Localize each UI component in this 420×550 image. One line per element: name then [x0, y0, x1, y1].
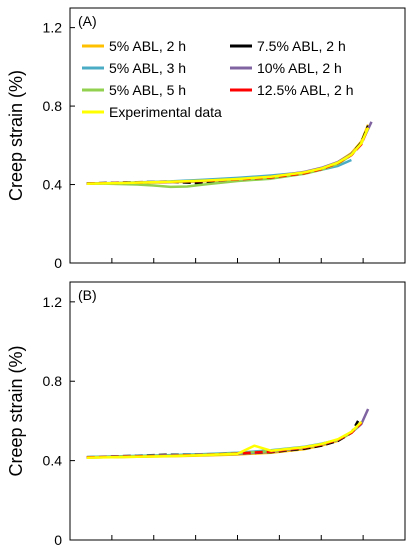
series-line	[86, 127, 370, 186]
y-tick-label: 0.8	[43, 373, 63, 389]
series-line	[86, 121, 373, 185]
series-line	[86, 421, 363, 460]
legend-label: 5% ABL, 3 h	[109, 60, 186, 76]
legend-label: 12.5% ABL, 2 h	[257, 82, 354, 98]
legend-label: 10% ABL, 2 h	[257, 60, 342, 76]
legend-label: Experimental data	[109, 104, 222, 120]
y-tick-label: 0	[54, 255, 62, 271]
legend-label: 5% ABL, 2 h	[109, 38, 186, 54]
y-tick-label: 0.4	[43, 453, 63, 469]
plot-frame	[69, 281, 406, 541]
panel-label: (A)	[78, 13, 97, 29]
y-tick-label: 0	[54, 532, 62, 548]
legend-label: 5% ABL, 5 h	[109, 82, 186, 98]
series-line	[86, 420, 360, 459]
y-tick-label: 1.2	[43, 20, 63, 36]
series-line	[86, 125, 370, 185]
panel-b: 0 0.4 0.8 1.2 Creep strain (%) (B)	[6, 281, 406, 548]
panel-label: (B)	[78, 287, 97, 303]
panel-a: 0 0.4 0.8 1.2 Creep strain (%) (A) 5% ABL, 2 h…	[6, 7, 406, 271]
y-tick-label: 0.8	[43, 98, 63, 114]
y-tick-label: 0.4	[43, 177, 63, 193]
series-line	[86, 124, 370, 185]
y-axis-label: Creep strain (%)	[6, 345, 26, 476]
series-line	[86, 422, 363, 459]
legend-label: 7.5% ABL, 2 h	[257, 38, 346, 54]
y-axis-label: Creep strain (%)	[6, 70, 26, 201]
series-line	[86, 408, 370, 459]
series-line	[86, 127, 370, 185]
y-tick-label: 1.2	[43, 294, 63, 310]
